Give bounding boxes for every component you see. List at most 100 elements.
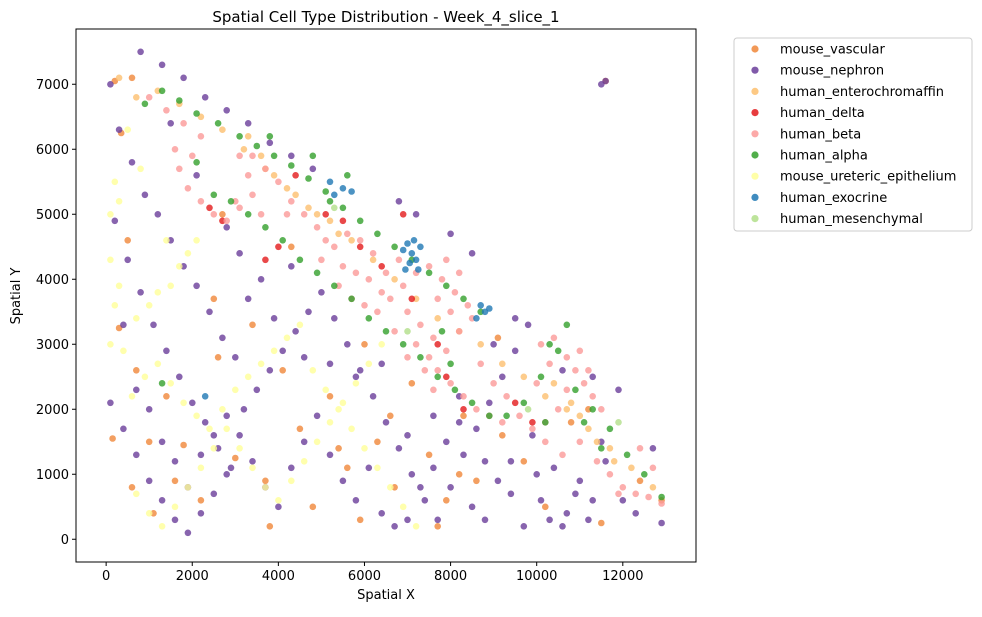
data-point <box>309 503 317 511</box>
data-point <box>546 341 553 348</box>
data-point <box>344 341 351 348</box>
data-point <box>494 334 502 342</box>
data-point <box>365 464 373 472</box>
data-point <box>167 282 174 290</box>
data-point <box>240 406 248 413</box>
data-point <box>399 246 407 254</box>
data-point <box>434 367 442 374</box>
data-point <box>339 263 347 270</box>
data-point <box>546 516 553 524</box>
data-point <box>598 445 605 452</box>
data-point <box>115 126 123 133</box>
data-point <box>481 458 489 465</box>
data-point <box>158 523 166 530</box>
legend-marker <box>751 87 759 95</box>
data-point <box>331 204 338 212</box>
data-point <box>593 458 601 465</box>
data-point <box>468 399 476 407</box>
plot-frame <box>75 28 697 563</box>
data-point <box>197 451 205 459</box>
data-point <box>399 503 407 511</box>
data-point <box>391 276 398 283</box>
data-point <box>443 282 450 290</box>
data-point <box>415 266 422 273</box>
legend-label: human_alpha <box>780 149 868 164</box>
data-point <box>520 458 528 465</box>
data-point <box>305 175 312 182</box>
data-point <box>249 458 256 465</box>
data-point <box>184 529 192 537</box>
data-point <box>585 425 592 433</box>
data-point <box>481 516 489 524</box>
data-point <box>533 380 540 387</box>
legend-marker <box>751 130 759 138</box>
legend-marker <box>751 193 759 201</box>
data-point <box>399 211 407 218</box>
data-point <box>137 48 144 56</box>
data-point <box>158 380 166 387</box>
data-point <box>322 211 330 218</box>
data-point <box>503 412 510 420</box>
data-point <box>145 510 153 517</box>
data-point <box>391 328 398 335</box>
data-point <box>163 237 170 244</box>
data-point <box>111 178 119 186</box>
data-point <box>189 152 196 160</box>
data-point <box>163 107 170 114</box>
data-point <box>296 256 304 264</box>
data-point <box>451 386 459 394</box>
data-point <box>404 432 411 439</box>
data-point <box>361 302 368 309</box>
data-point <box>417 484 424 491</box>
data-point <box>257 360 265 368</box>
data-point <box>649 445 657 452</box>
data-point <box>300 458 308 465</box>
data-point <box>309 367 317 374</box>
series-human_exocrine <box>201 178 493 400</box>
data-point <box>115 282 123 290</box>
data-point <box>141 100 149 108</box>
data-point <box>288 152 295 160</box>
data-point <box>585 367 592 374</box>
data-point <box>309 165 317 173</box>
data-point <box>257 152 265 160</box>
data-point <box>460 393 467 400</box>
data-point <box>374 438 381 446</box>
data-point <box>171 477 179 485</box>
data-point <box>572 490 579 498</box>
legend-label: mouse_ureteric_epithelium <box>780 170 956 185</box>
data-point <box>249 321 256 329</box>
data-point <box>399 282 407 290</box>
series-human_delta <box>206 172 536 426</box>
data-point <box>520 523 528 530</box>
data-point <box>352 497 360 504</box>
data-point <box>270 152 278 160</box>
legend-label: human_beta <box>780 127 861 142</box>
data-point <box>150 321 157 329</box>
data-point <box>369 250 377 257</box>
data-point <box>378 360 386 368</box>
data-point <box>559 451 566 459</box>
data-point <box>576 412 584 420</box>
data-point <box>455 419 463 426</box>
data-point <box>443 438 450 446</box>
data-point <box>576 438 584 446</box>
data-point <box>141 373 149 381</box>
data-point <box>443 497 450 504</box>
data-point <box>507 490 515 498</box>
data-point <box>171 516 179 524</box>
data-point <box>184 250 192 257</box>
series-human_beta <box>145 94 665 507</box>
data-point <box>180 441 187 449</box>
data-point <box>219 406 226 413</box>
data-point <box>288 464 295 472</box>
data-point <box>658 493 665 501</box>
data-point <box>227 198 235 205</box>
data-point <box>356 243 364 251</box>
data-point <box>589 406 596 413</box>
data-point <box>262 477 269 485</box>
data-point <box>649 464 657 472</box>
data-point <box>619 484 627 491</box>
x-tick-label: 6000 <box>348 569 381 584</box>
data-point <box>486 305 493 312</box>
